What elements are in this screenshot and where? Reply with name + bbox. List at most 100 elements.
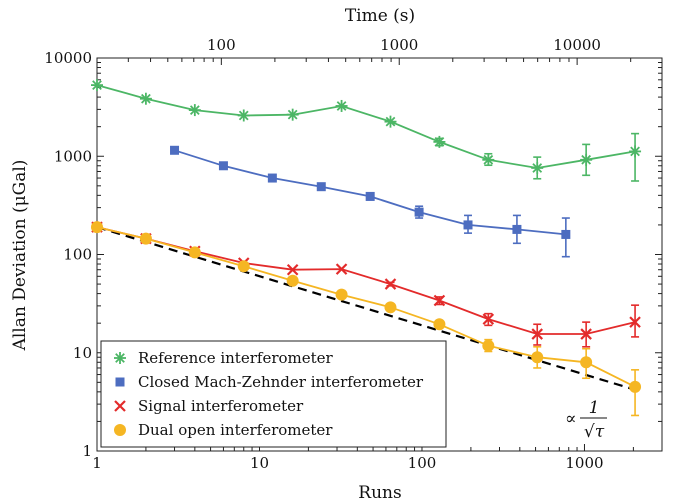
data-point xyxy=(433,294,446,307)
legend-marker xyxy=(114,400,126,412)
data-point xyxy=(629,145,642,158)
data-point-stroke xyxy=(141,93,151,104)
data-point xyxy=(170,145,180,155)
data-point xyxy=(531,161,544,174)
data-point xyxy=(139,92,152,105)
series-0 xyxy=(91,79,642,182)
data-point-shape xyxy=(512,224,522,234)
legend: Reference interferometer Closed Mach-Zehn… xyxy=(100,340,447,448)
data-point-shape xyxy=(335,288,348,301)
data-point-shape xyxy=(316,182,326,192)
data-point-shape xyxy=(531,351,544,364)
data-point-stroke xyxy=(434,137,445,147)
top-axis-title: Time (s) xyxy=(345,6,415,26)
proportionality-annotation: ∝ 1 √τ xyxy=(565,398,607,442)
data-point xyxy=(482,153,495,166)
data-point xyxy=(482,339,495,352)
data-point xyxy=(580,328,592,340)
data-point xyxy=(629,380,642,393)
data-point-shape xyxy=(91,221,103,234)
reference-line xyxy=(96,226,636,391)
data-point xyxy=(91,79,103,92)
y-axis-title: Allan Deviation (μGal) xyxy=(10,160,30,352)
y-tick-label: 1000 xyxy=(54,147,92,165)
data-point-stroke xyxy=(92,80,102,90)
data-point-shape xyxy=(188,246,201,259)
y-tick-label: 1 xyxy=(82,442,92,460)
data-point xyxy=(512,224,522,234)
data-point-stroke xyxy=(335,263,348,275)
x-tick-label: 100 xyxy=(408,454,437,472)
annotation-denominator: √τ xyxy=(584,422,605,442)
data-point-stroke xyxy=(336,101,347,111)
data-point-stroke xyxy=(580,328,592,340)
legend-marker xyxy=(115,377,125,387)
top-x-tick-label: 100 xyxy=(207,36,236,54)
data-point-stroke xyxy=(531,328,544,340)
data-point-shape xyxy=(139,232,152,245)
legend-marker-stroke xyxy=(115,353,125,363)
x-tick-label: 1 xyxy=(92,454,102,472)
data-point-shape xyxy=(237,260,250,273)
data-point-stroke xyxy=(483,154,494,165)
data-point-shape xyxy=(433,318,446,331)
legend-label: Reference interferometer xyxy=(138,349,334,367)
x-tick-label: 10 xyxy=(250,454,269,472)
data-point xyxy=(335,263,348,275)
data-point xyxy=(335,99,348,112)
data-point-stroke xyxy=(630,146,640,157)
data-point xyxy=(286,263,299,276)
legend-marker-stroke xyxy=(114,400,126,412)
series-line xyxy=(96,226,636,335)
series-line xyxy=(96,226,636,388)
data-point xyxy=(139,232,152,245)
legend-marker-shape xyxy=(114,424,126,436)
x-tick-label: 1000 xyxy=(565,454,603,472)
data-point xyxy=(286,274,299,287)
data-point-shape xyxy=(414,207,424,217)
data-point xyxy=(482,313,495,325)
data-point xyxy=(384,115,397,128)
data-point-shape xyxy=(170,145,180,155)
y-tick-label: 100 xyxy=(63,246,92,264)
top-x-tick-label: 10000 xyxy=(553,36,601,54)
data-point-stroke xyxy=(581,154,592,165)
data-point xyxy=(237,109,250,122)
y-tick-label: 10000 xyxy=(44,49,92,67)
data-point xyxy=(433,135,446,148)
data-point-shape xyxy=(561,229,571,239)
data-point-shape xyxy=(482,339,495,352)
data-point-stroke xyxy=(532,163,543,173)
data-point xyxy=(384,278,397,290)
series-line xyxy=(96,84,636,169)
data-point-stroke xyxy=(629,316,641,328)
data-point-stroke xyxy=(433,294,446,307)
top-x-tick-label: 1000 xyxy=(380,36,418,54)
data-point xyxy=(91,221,103,234)
data-point xyxy=(335,288,348,301)
data-point-shape xyxy=(267,173,277,183)
data-point-shape xyxy=(218,161,228,171)
data-point-stroke xyxy=(287,109,298,120)
data-point-shape xyxy=(463,220,473,230)
data-point xyxy=(237,260,250,273)
data-point-shape xyxy=(384,301,397,314)
legend-box xyxy=(100,340,447,448)
legend-marker xyxy=(114,352,126,364)
data-point xyxy=(384,301,397,314)
data-point xyxy=(531,351,544,364)
data-point xyxy=(188,246,201,259)
data-point xyxy=(218,161,228,171)
data-point xyxy=(433,318,446,331)
data-point xyxy=(286,108,299,121)
data-point xyxy=(580,153,593,166)
data-point-stroke xyxy=(482,313,495,325)
data-point xyxy=(580,356,593,369)
legend-label: Signal interferometer xyxy=(138,397,304,415)
series-2 xyxy=(91,221,641,348)
data-point xyxy=(188,104,201,117)
series-1 xyxy=(170,145,571,258)
data-point xyxy=(531,328,544,340)
data-point xyxy=(463,220,473,230)
